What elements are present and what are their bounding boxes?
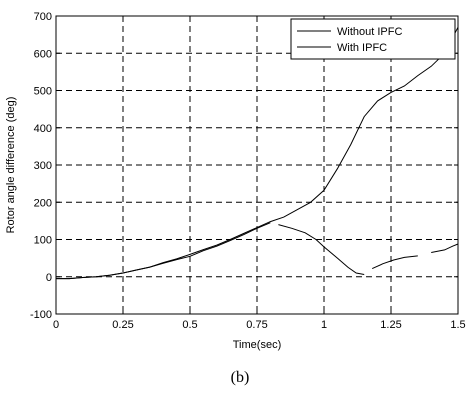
grid-lines (56, 16, 458, 314)
y-tick-label: 200 (34, 197, 52, 209)
y-tick-label: 400 (34, 123, 52, 135)
x-tick-label: 0.75 (246, 319, 267, 331)
plot-series (56, 26, 459, 280)
series-line-2 (371, 255, 418, 270)
y-tick-label: 700 (34, 11, 52, 23)
x-tick-label: 1 (321, 319, 327, 331)
y-axis-label: Rotor angle difference (deg) (5, 97, 17, 234)
series-line-2 (56, 222, 271, 280)
y-tick-label: 500 (34, 86, 52, 98)
x-tick-label: 0 (53, 319, 59, 331)
y-tick-label: 100 (34, 235, 52, 247)
legend-entry: Without IPFC (337, 26, 402, 38)
x-axis-label: Time(sec) (233, 339, 281, 351)
axis-ticks: 0 0.25 0.5 0.75 1 1.25 1.5-1000100200300400500… (30, 11, 466, 331)
legend: Without IPFC With IPFC (290, 18, 456, 60)
series-line-2 (431, 243, 459, 253)
y-tick-label: 600 (34, 48, 52, 60)
legend-entry: With IPFC (337, 42, 387, 54)
x-tick-label: 1.5 (450, 319, 465, 331)
x-tick-label: 0.5 (182, 319, 197, 331)
y-tick-label: 300 (34, 160, 52, 172)
y-tick-label: -100 (30, 309, 52, 321)
y-tick-label: 0 (46, 272, 52, 284)
figure-caption: (b) (231, 369, 250, 386)
x-tick-label: 0.25 (112, 319, 133, 331)
legend-box (290, 18, 456, 60)
series-line-2 (278, 224, 365, 275)
x-tick-label: 1.25 (380, 319, 401, 331)
